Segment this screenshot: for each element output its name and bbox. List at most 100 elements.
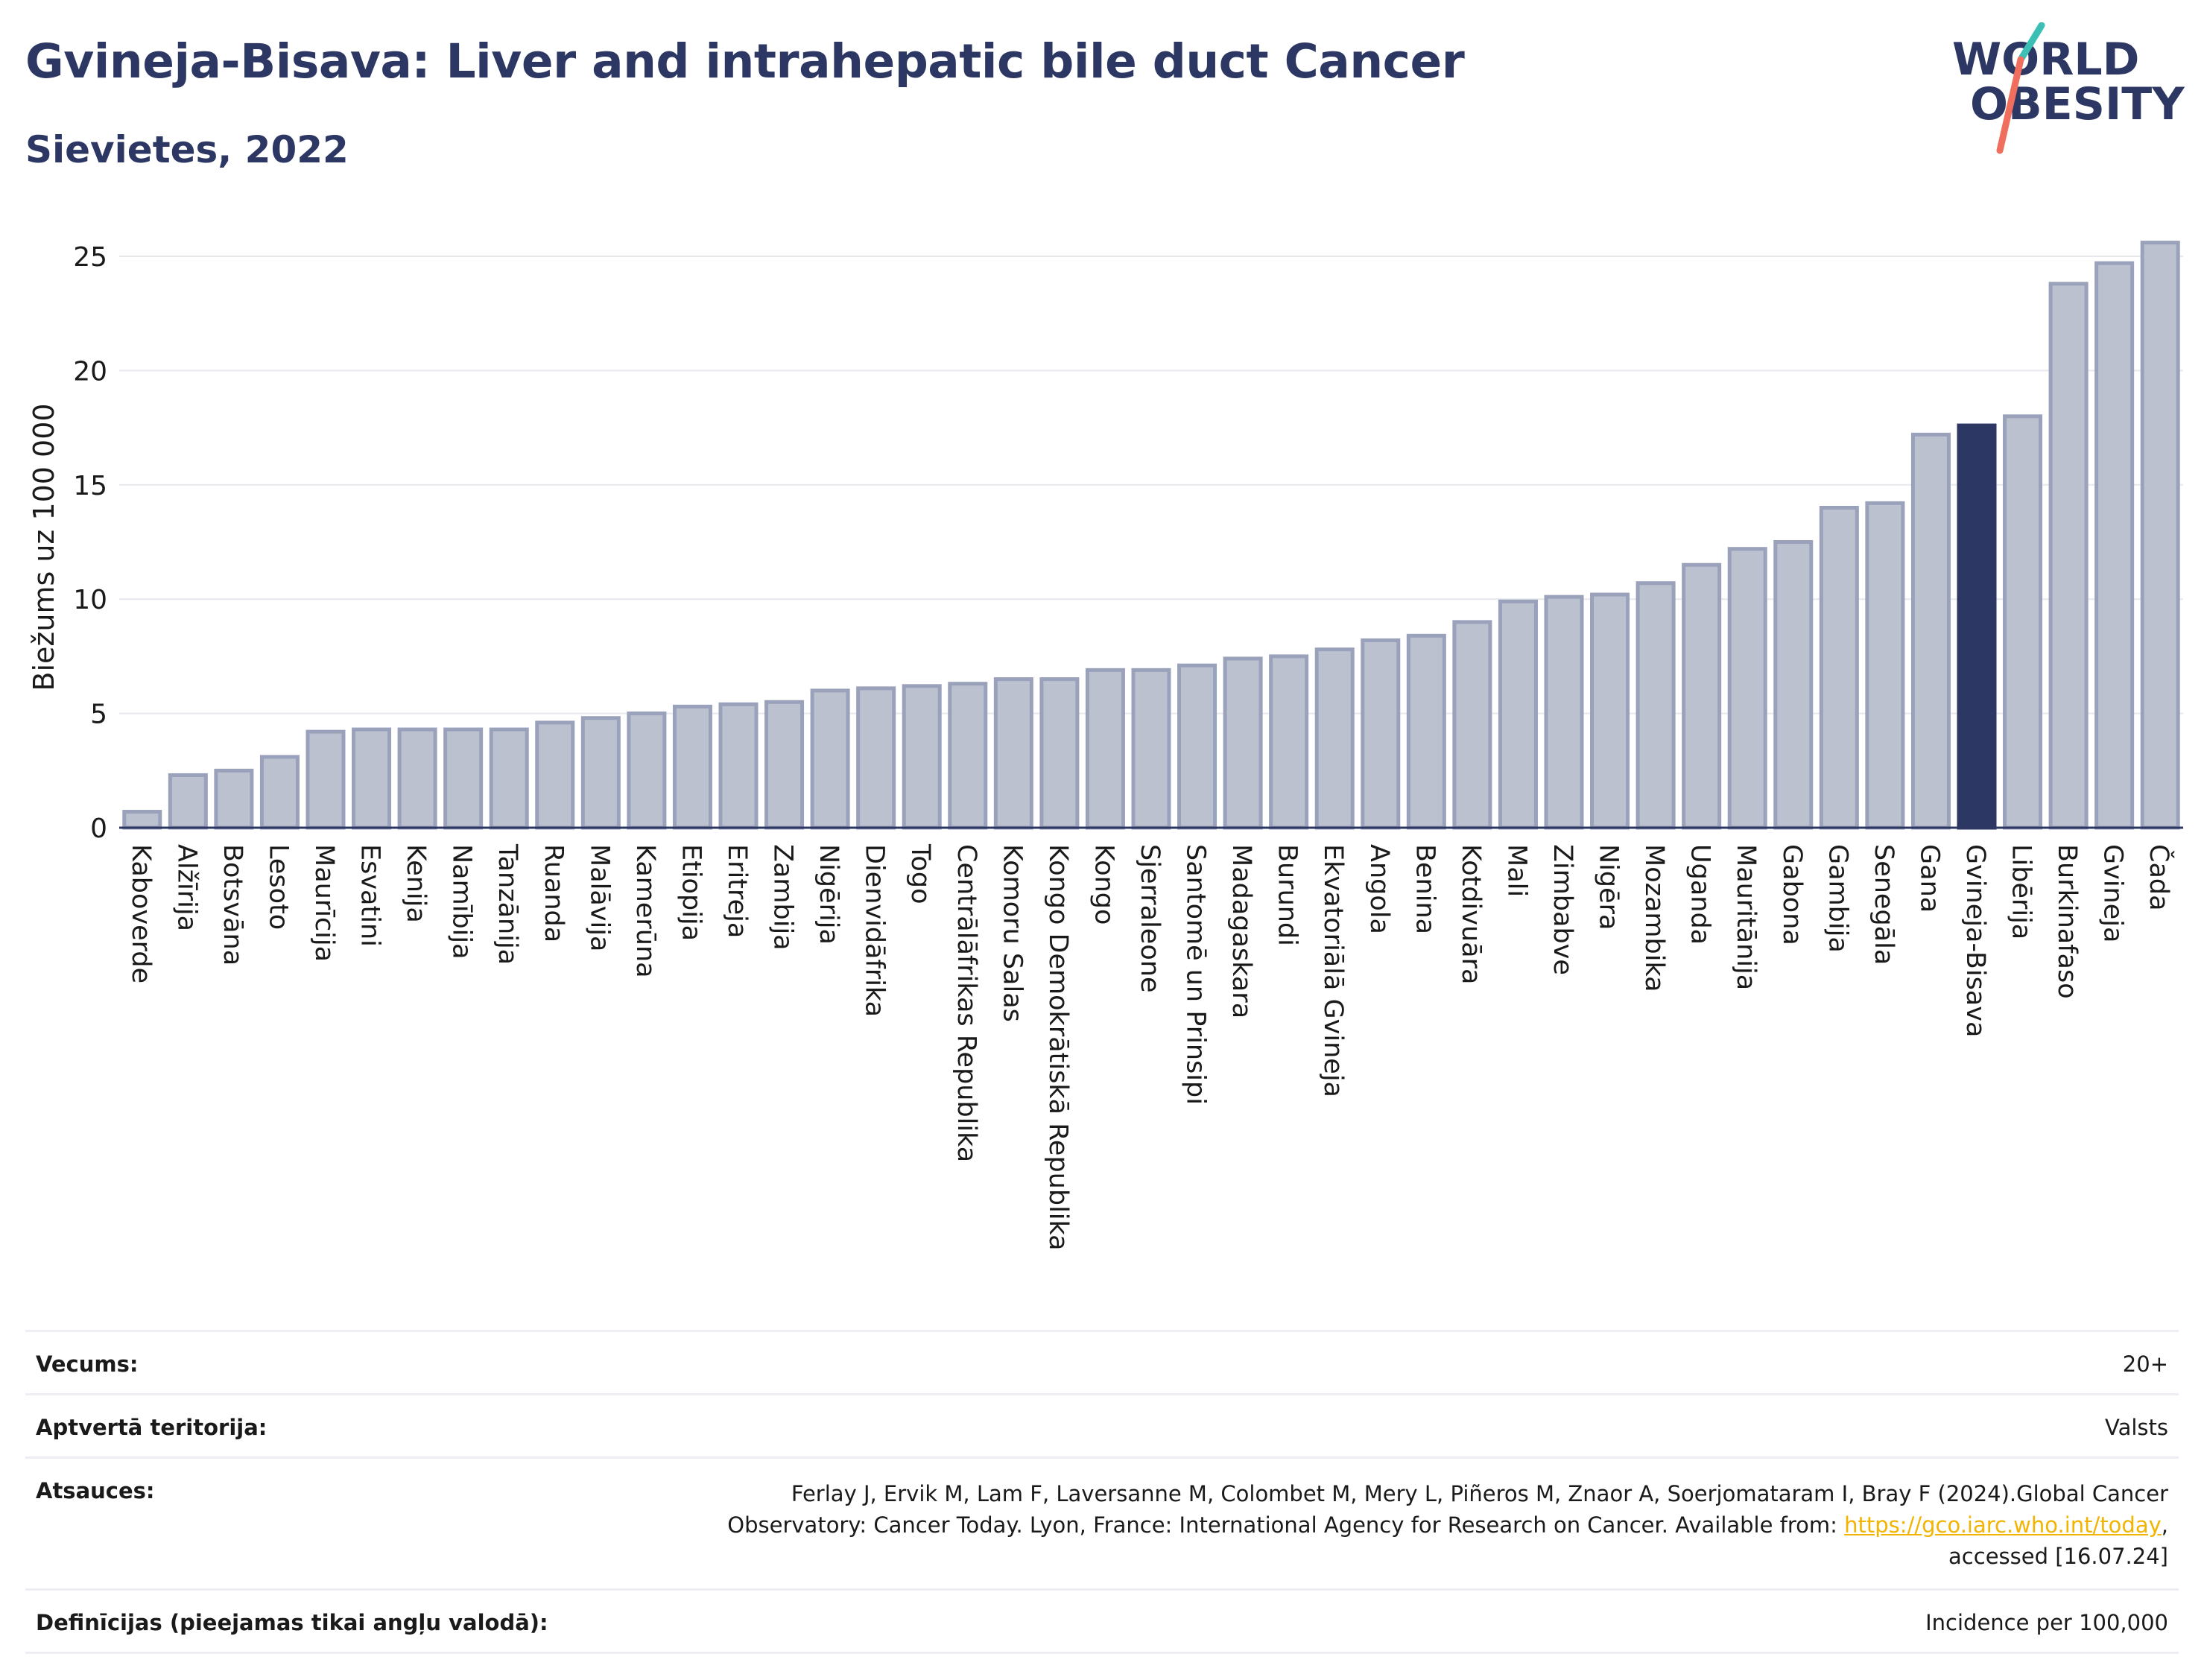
x-tick-label: Kenija bbox=[401, 844, 431, 923]
x-tick-label: Kamerūna bbox=[630, 844, 660, 978]
bar bbox=[1085, 668, 1125, 830]
x-tick-label: Nigērija bbox=[814, 844, 843, 945]
x-tick-label: Burkinafaso bbox=[2052, 844, 2082, 999]
bar bbox=[2048, 282, 2089, 830]
bar bbox=[1957, 423, 1997, 830]
logo-text-world: WORLD bbox=[1952, 34, 2139, 86]
bar bbox=[1682, 562, 1722, 830]
bar bbox=[2140, 241, 2180, 830]
logo-slash-teal bbox=[2017, 22, 2045, 63]
meta-value-definitions: Incidence per 100,000 bbox=[1925, 1610, 2168, 1635]
y-tick-label: 5 bbox=[90, 700, 107, 730]
bar bbox=[810, 688, 850, 830]
bar bbox=[122, 810, 162, 830]
meta-value-territory: Valsts bbox=[2104, 1415, 2168, 1440]
meta-value-references: Ferlay J, Ervik M, Lam F, Laversanne M, … bbox=[727, 1478, 2168, 1572]
bar bbox=[168, 773, 208, 830]
y-tick-label: 25 bbox=[73, 242, 107, 273]
bar bbox=[1223, 656, 1263, 830]
bar bbox=[1131, 668, 1171, 830]
bar bbox=[259, 755, 300, 830]
bar bbox=[764, 700, 805, 830]
x-tick-label: Gambija bbox=[1823, 844, 1852, 953]
bar bbox=[1361, 638, 1401, 830]
bar bbox=[352, 727, 392, 830]
bar bbox=[1590, 592, 1630, 830]
bars bbox=[122, 241, 2180, 830]
x-tick-label: Malāvija bbox=[584, 844, 614, 951]
x-tick-label: Esvatini bbox=[355, 844, 385, 947]
logo-text-obesity: OBESITY bbox=[1970, 78, 2185, 130]
bar bbox=[1498, 599, 1538, 830]
x-tick-label: Mali bbox=[1501, 844, 1531, 897]
x-tick-label: Etiopija bbox=[676, 844, 706, 941]
world-obesity-logo: WORLD OBESITY bbox=[1952, 22, 2185, 154]
bar bbox=[305, 729, 346, 830]
x-tick-label: Tanzānija bbox=[493, 843, 522, 965]
x-tick-label: Zimbabve bbox=[1548, 844, 1577, 975]
x-tick-label: Senegāla bbox=[1869, 844, 1899, 965]
y-axis-label: Biežums uz 100 000 bbox=[28, 403, 60, 691]
meta-label-references: Atsauces: bbox=[36, 1478, 155, 1503]
x-tick-label: Eritreja bbox=[722, 844, 752, 938]
x-tick-label: Dienvidāfrika bbox=[860, 844, 890, 1017]
x-tick-label: Kongo Demokrātiskā Republika bbox=[1043, 844, 1073, 1251]
x-tick-label: Ruanda bbox=[539, 844, 569, 942]
bar bbox=[535, 720, 575, 830]
bar bbox=[1773, 540, 1814, 830]
x-tick-label: Nigēra bbox=[1594, 844, 1624, 931]
y-tick-label: 10 bbox=[73, 585, 107, 615]
x-tick-label: Madagaskara bbox=[1226, 844, 1256, 1018]
bar bbox=[214, 768, 254, 830]
x-tick-label: Santomē un Prinsipi bbox=[1181, 844, 1211, 1105]
x-tick-label: Togo bbox=[905, 843, 935, 904]
reference-line-1: Ferlay J, Ervik M, Lam F, Laversanne M, … bbox=[791, 1481, 2168, 1506]
x-tick-label: Kotdivuāra bbox=[1456, 844, 1486, 984]
bar bbox=[2094, 261, 2135, 830]
reference-link[interactable]: https://gco.iarc.who.int/today bbox=[1844, 1512, 2162, 1538]
x-tick-label: Benina bbox=[1410, 844, 1440, 934]
bar bbox=[1314, 647, 1355, 830]
bar bbox=[993, 677, 1033, 830]
x-tick-label: Mauritānija bbox=[1731, 844, 1761, 990]
logo-slash-coral bbox=[1996, 56, 2024, 154]
bar bbox=[627, 711, 667, 830]
x-tick-label: Uganda bbox=[1685, 844, 1715, 945]
x-tick-label: Zambija bbox=[768, 844, 798, 951]
bar bbox=[1039, 677, 1080, 830]
x-tick-label: Libērija bbox=[2007, 844, 2036, 939]
x-tick-label: Gvineja-Bisava bbox=[1960, 844, 1990, 1037]
y-tick-label: 0 bbox=[90, 814, 107, 844]
meta-row-references: Atsauces: Ferlay J, Ervik M, Lam F, Lave… bbox=[25, 1456, 2179, 1588]
y-tick-label: 15 bbox=[73, 471, 107, 501]
reference-line-2-end: , bbox=[2161, 1512, 2168, 1538]
meta-row-age: Vecums: 20+ bbox=[25, 1330, 2179, 1393]
bar bbox=[1819, 505, 1859, 830]
chart-title: Gvineja-Bisava: Liver and intrahepatic b… bbox=[25, 34, 1465, 89]
bar bbox=[1452, 620, 1492, 830]
bar bbox=[1177, 663, 1217, 830]
bar bbox=[1406, 633, 1446, 830]
x-tick-label: Ekvatoriālā Gvineja bbox=[1318, 844, 1348, 1097]
x-tick-label: Angola bbox=[1364, 844, 1394, 934]
metadata-table: Vecums: 20+ Aptvertā teritorija: Valsts … bbox=[25, 1330, 2179, 1654]
bar bbox=[397, 727, 437, 830]
meta-row-definitions: Definīcijas (pieejamas tikai angļu valod… bbox=[25, 1588, 2179, 1654]
bar-chart: 0 5 10 15 20 25 Kaboverde Alžīrija Botsvāna Lesot… bbox=[28, 241, 2183, 1251]
x-tick-label: Komoru Salas bbox=[997, 844, 1027, 1022]
bar bbox=[718, 702, 759, 830]
x-tick-label: Gvineja bbox=[2098, 844, 2128, 942]
reference-line-2: Observatory: Cancer Today. Lyon, France:… bbox=[727, 1512, 1845, 1538]
bar bbox=[1544, 595, 1584, 830]
bar bbox=[902, 684, 942, 830]
bar bbox=[1727, 547, 1767, 830]
meta-row-territory: Aptvertā teritorija: Valsts bbox=[25, 1393, 2179, 1456]
axes: 0 5 10 15 20 25 Kaboverde Alžīrija Botsvāna Lesot… bbox=[73, 242, 2183, 1251]
bar bbox=[856, 686, 896, 830]
meta-label-definitions: Definīcijas (pieejamas tikai angļu valod… bbox=[36, 1610, 548, 1635]
x-tick-label: Sjerraleone bbox=[1135, 844, 1165, 992]
chart-subtitle: Sievietes, 2022 bbox=[25, 128, 349, 171]
x-tick-label: Centrālāfrikas Republika bbox=[951, 844, 981, 1162]
meta-label-territory: Aptvertā teritorija: bbox=[36, 1415, 267, 1440]
meta-label-age: Vecums: bbox=[36, 1351, 139, 1377]
